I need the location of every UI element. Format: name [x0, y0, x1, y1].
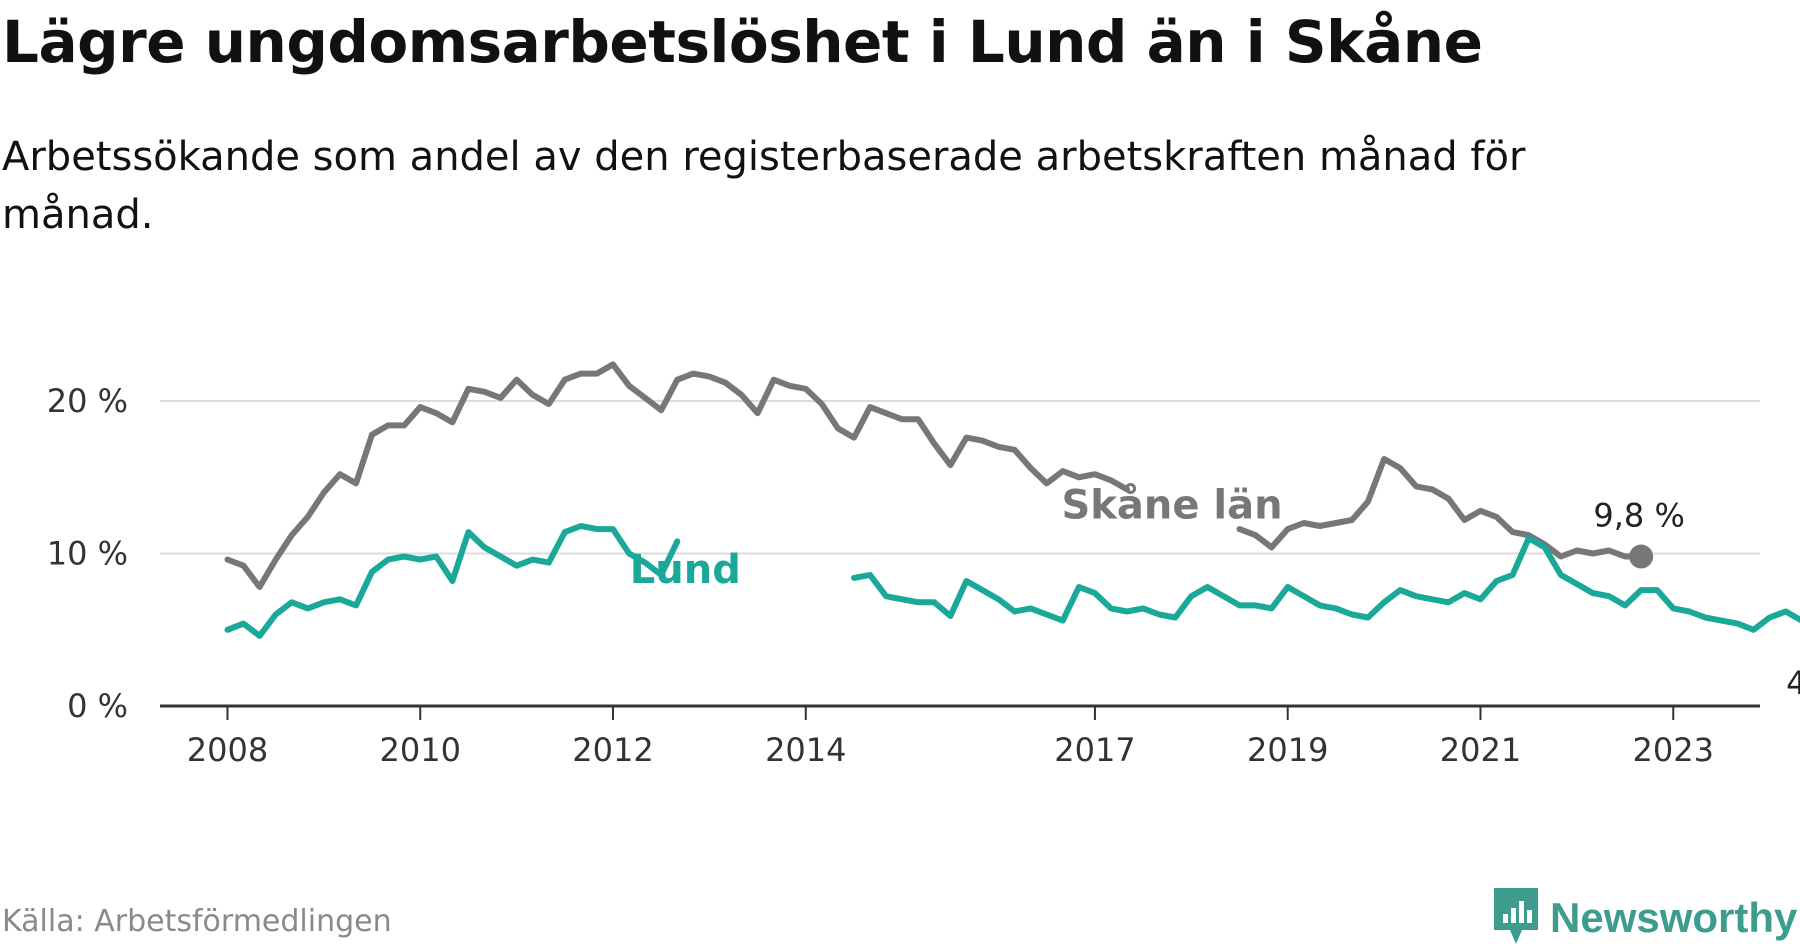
- grid-layer: [160, 400, 1760, 555]
- axis-layer: 0 % 10 % 20 % 2008 2010 2012 2014 2017 2019 2021 2…: [47, 382, 1760, 769]
- x-tick-label: 2017: [1054, 731, 1135, 769]
- end-value-label: 4,6 %: [1786, 664, 1800, 702]
- series-line-lund: [224, 523, 1800, 639]
- x-tick-label: 2008: [187, 731, 268, 769]
- x-tick-label: 2019: [1247, 731, 1328, 769]
- line-chart: 0 % 10 % 20 % 2008 2010 2012 2014 2017 2019 2021 2…: [47, 361, 1800, 769]
- end-value-label: 9,8 %: [1593, 497, 1684, 535]
- chart-subtitle: Arbetssökande som andel av den registerb…: [2, 134, 1526, 238]
- x-tick-label: 2010: [380, 731, 461, 769]
- series-name-label: Skåne län: [1061, 482, 1282, 529]
- series-line-skane: [224, 361, 1645, 590]
- chart-title: Lägre ungdomsarbetslöshet i Lund än i Sk…: [2, 8, 1483, 76]
- y-tick-label: 20 %: [47, 382, 128, 420]
- newsworthy-logo-icon: [1494, 888, 1538, 944]
- y-tick-label: 0 %: [67, 687, 128, 725]
- end-marker-skane: [1629, 544, 1654, 569]
- brand-logo: Newsworthy: [1492, 888, 1797, 948]
- x-tick-label: 2021: [1440, 731, 1521, 769]
- series-layer: [224, 361, 1800, 639]
- source-note: Källa: Arbetsförmedlingen: [2, 904, 392, 939]
- label-layer: 9,8 % 4,6 % Skåne län Lund: [630, 482, 1800, 702]
- x-tick-label: 2012: [572, 731, 653, 769]
- x-tick-label: 2014: [765, 731, 846, 769]
- brand-name: Newsworthy: [1550, 894, 1798, 941]
- x-tick-label: 2023: [1633, 731, 1714, 769]
- series-name-label: Lund: [630, 547, 741, 593]
- y-tick-label: 10 %: [47, 535, 128, 573]
